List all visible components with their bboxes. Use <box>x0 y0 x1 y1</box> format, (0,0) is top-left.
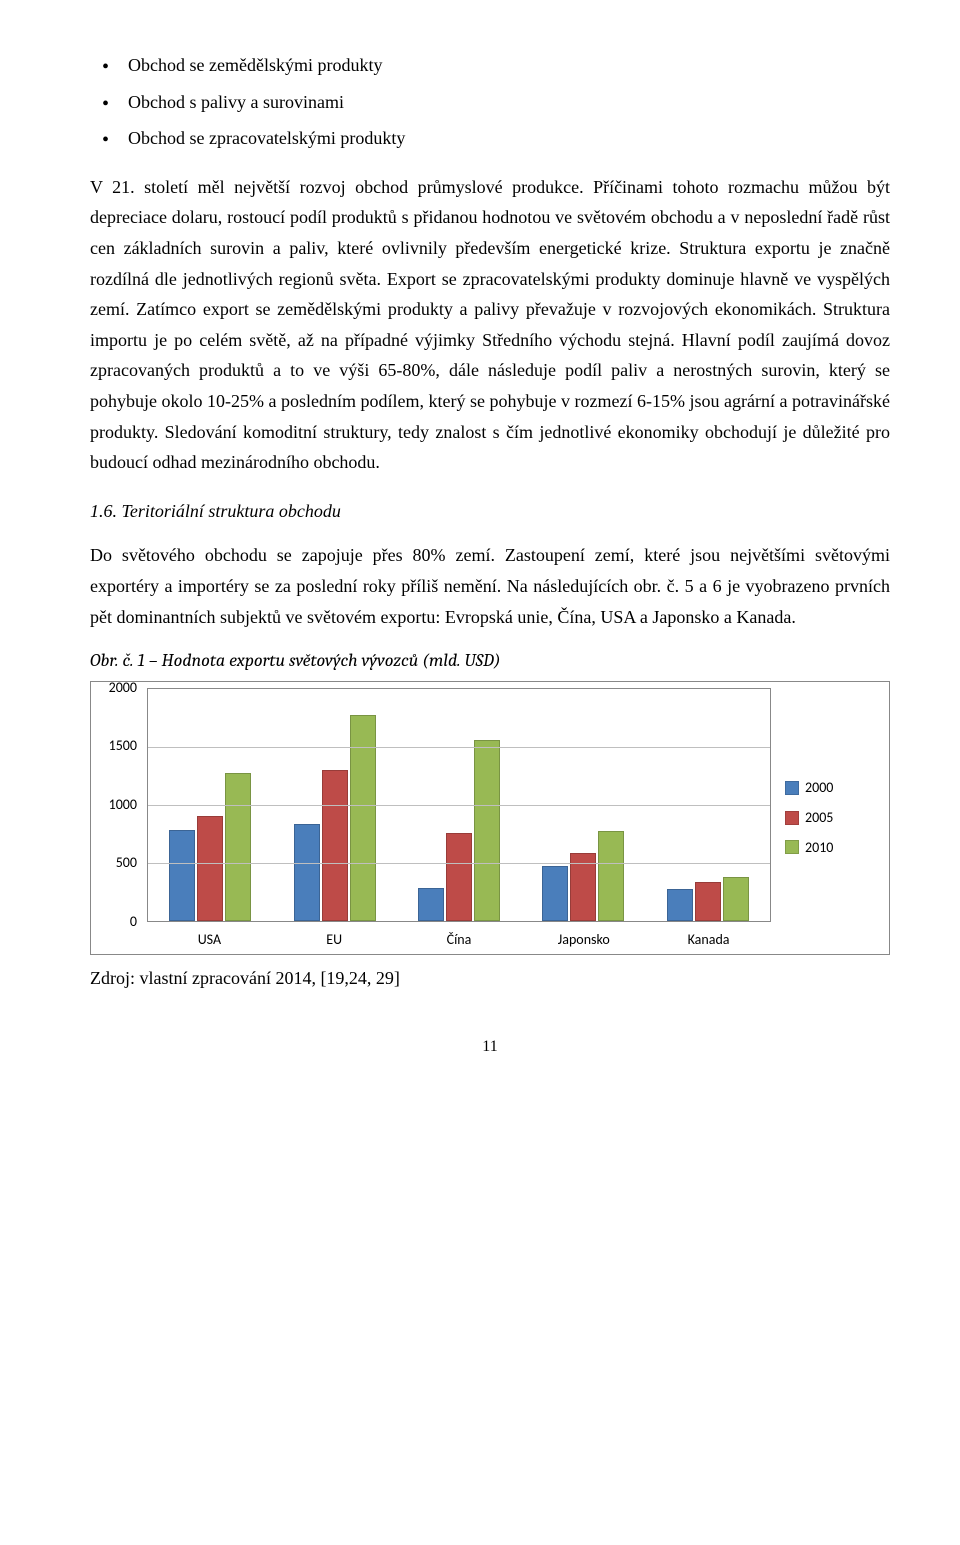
bar <box>474 740 500 921</box>
legend-swatch <box>785 840 799 854</box>
bar <box>294 824 320 920</box>
legend-swatch <box>785 781 799 795</box>
plot-area <box>147 688 771 922</box>
legend-item: 2010 <box>785 836 881 860</box>
bar <box>418 888 444 920</box>
y-axis-labels: 0500100015002000 <box>99 688 143 922</box>
bar <box>695 882 721 920</box>
legend-item: 2005 <box>785 806 881 830</box>
bullet-item: Obchod se zemědělskými produkty <box>90 50 890 81</box>
grid-line <box>148 863 770 864</box>
paragraph-1: V 21. století měl největší rozvoj obchod… <box>90 172 890 478</box>
grid-line <box>148 805 770 806</box>
bullet-item: Obchod se zpracovatelskými produkty <box>90 123 890 154</box>
bar <box>322 770 348 921</box>
bar <box>169 830 195 920</box>
chart-plot: 0500100015002000 USAEUČínaJaponskoKanada <box>99 688 771 948</box>
x-tick-label: Kanada <box>646 924 771 948</box>
bar <box>723 877 749 921</box>
chart-title: Obr. č. 1 – Hodnota exportu světových vý… <box>90 646 890 677</box>
bar <box>542 866 568 921</box>
x-tick-label: USA <box>147 924 272 948</box>
section-heading: 1.6. Teritoriální struktura obchodu <box>90 496 890 527</box>
bar <box>225 773 251 920</box>
bullet-list: Obchod se zemědělskými produkty Obchod s… <box>90 50 890 154</box>
y-tick-label: 1000 <box>109 793 137 817</box>
x-tick-label: EU <box>272 924 397 948</box>
chart-source: Zdroj: vlastní zpracování 2014, [19,24, … <box>90 963 890 994</box>
x-tick-label: Japonsko <box>521 924 646 948</box>
legend-label: 2010 <box>805 836 833 860</box>
x-tick-label: Čína <box>397 924 522 948</box>
legend-label: 2005 <box>805 806 833 830</box>
chart-legend: 2000 2005 2010 <box>771 688 881 948</box>
bar <box>446 833 472 921</box>
bar <box>598 831 624 920</box>
bullet-item: Obchod s palivy a surovinami <box>90 87 890 118</box>
legend-swatch <box>785 811 799 825</box>
grid-line <box>148 747 770 748</box>
legend-item: 2000 <box>785 776 881 800</box>
bar <box>667 889 693 920</box>
y-tick-label: 0 <box>130 910 137 934</box>
page-number: 11 <box>90 1033 890 1060</box>
legend-label: 2000 <box>805 776 833 800</box>
y-tick-label: 1500 <box>109 734 137 758</box>
export-bar-chart: 0 500 1000 1500 2000 USAEUČínaJaponskoKanada… <box>90 681 890 955</box>
x-axis-labels: USAEUČínaJaponskoKanada <box>147 924 771 948</box>
paragraph-2: Do světového obchodu se zapojuje přes 80… <box>90 540 890 632</box>
y-tick-label: 500 <box>116 851 137 875</box>
y-tick-label: 2000 <box>109 676 137 700</box>
bar <box>197 816 223 920</box>
